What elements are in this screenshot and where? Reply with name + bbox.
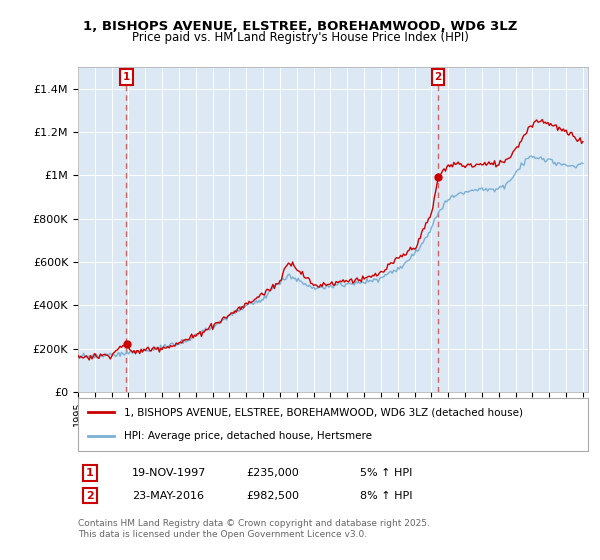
Text: Contains HM Land Registry data © Crown copyright and database right 2025.
This d: Contains HM Land Registry data © Crown c… [78, 520, 430, 539]
Text: 1: 1 [86, 468, 94, 478]
Text: £235,000: £235,000 [246, 468, 299, 478]
Text: 1: 1 [123, 72, 130, 82]
Text: 2: 2 [434, 72, 442, 82]
Text: 5% ↑ HPI: 5% ↑ HPI [360, 468, 412, 478]
Text: HPI: Average price, detached house, Hertsmere: HPI: Average price, detached house, Hert… [124, 431, 372, 441]
Text: 1, BISHOPS AVENUE, ELSTREE, BOREHAMWOOD, WD6 3LZ (detached house): 1, BISHOPS AVENUE, ELSTREE, BOREHAMWOOD,… [124, 408, 523, 418]
Text: 1, BISHOPS AVENUE, ELSTREE, BOREHAMWOOD, WD6 3LZ: 1, BISHOPS AVENUE, ELSTREE, BOREHAMWOOD,… [83, 20, 517, 32]
Text: 8% ↑ HPI: 8% ↑ HPI [360, 491, 413, 501]
Text: 23-MAY-2016: 23-MAY-2016 [132, 491, 204, 501]
Text: 19-NOV-1997: 19-NOV-1997 [132, 468, 206, 478]
Text: 2: 2 [86, 491, 94, 501]
Text: Price paid vs. HM Land Registry's House Price Index (HPI): Price paid vs. HM Land Registry's House … [131, 31, 469, 44]
Text: £982,500: £982,500 [246, 491, 299, 501]
